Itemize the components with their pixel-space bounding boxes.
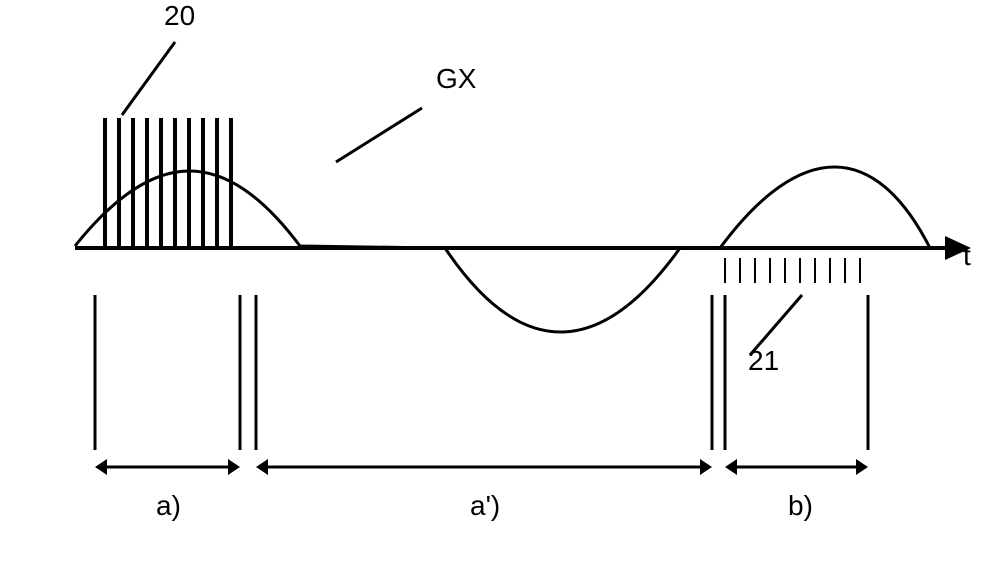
extent-aprime-arrow-head-r — [700, 459, 712, 475]
extent-aprime-label: a') — [470, 490, 500, 522]
gx-leader — [336, 108, 422, 162]
callout-20-leader — [122, 42, 175, 115]
extent-a-arrow-head-r — [228, 459, 240, 475]
callout-21-label: 21 — [748, 345, 779, 377]
extent-a-arrow-head-l — [95, 459, 107, 475]
extent-b-label: b) — [788, 490, 813, 522]
extent-aprime-arrow-head-l — [256, 459, 268, 475]
extent-b-arrow-head-l — [725, 459, 737, 475]
axis-t-label: t — [963, 240, 971, 272]
extent-b-arrow-head-r — [856, 459, 868, 475]
callout-20-label: 20 — [164, 0, 195, 32]
curve-gx-label: GX — [436, 63, 476, 95]
extent-a-label: a) — [156, 490, 181, 522]
